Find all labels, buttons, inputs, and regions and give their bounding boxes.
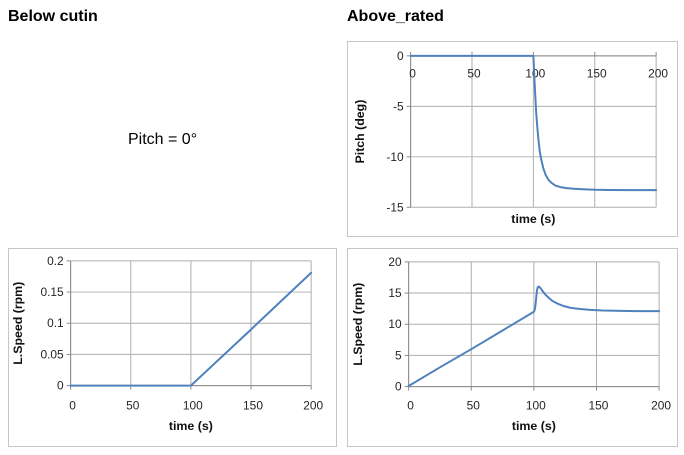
x-tick-label: 0: [409, 67, 416, 81]
x-tick-label: 100: [525, 67, 545, 81]
pitch-vs-time-chart: 0 -5 -10 -15 0 50 100 150 200 time (s) Pitch (deg): [353, 49, 669, 226]
y-tick-label: 0.2: [47, 254, 64, 268]
y-tick-label: 5: [395, 348, 402, 362]
x-axis-title: time (s): [512, 419, 556, 433]
x-tick-label: 150: [587, 67, 607, 81]
chart-panel-pitch-above-rated: 0 -5 -10 -15 0 50 100 150 200 time (s) Pitch (deg): [347, 41, 678, 237]
x-tick-label: 150: [243, 398, 263, 412]
section-title-below-cutin: Below cutin: [8, 8, 98, 25]
y-tick-label: 0.05: [40, 347, 64, 361]
x-tick-label: 50: [126, 398, 140, 412]
y-axis-title: L.Speed (rpm): [351, 283, 365, 366]
x-tick-label: 200: [651, 398, 671, 412]
y-axis-title: Pitch (deg): [353, 100, 367, 164]
x-tick-label: 100: [526, 398, 546, 412]
section-title-above-rated: Above_rated: [347, 8, 444, 25]
y-tick-label: -15: [386, 200, 404, 214]
pitch-zero-note: Pitch = 0°: [128, 131, 198, 148]
x-tick-label: 50: [467, 398, 481, 412]
y-tick-label: 0: [397, 49, 404, 63]
y-tick-label: 10: [388, 317, 402, 331]
lspeed-vs-time-chart-below: 0.2 0.15 0.1 0.05 00 50 100 150 200 time (s) L.Spe…: [11, 254, 324, 433]
x-axis-title: time (s): [511, 212, 555, 226]
x-axis-title: time (s): [169, 419, 213, 433]
x-tick-label: 50: [467, 67, 481, 81]
y-tick-label: 0: [395, 380, 402, 394]
chart-panel-speed-below-cutin: 0.2 0.15 0.1 0.05 0 0 50 100 150 200 time (s) L.Spe…: [8, 248, 337, 447]
x-tick-label: 0: [69, 398, 76, 412]
series-line-l.speed: [407, 285, 661, 387]
chart-panel-speed-above-rated: 20 15 10 5 0 0 50 100 150 200 time (s) L.Speed (rpm…: [347, 248, 678, 447]
series-line-l.speed: [69, 271, 313, 387]
y-tick-label: 20: [388, 255, 402, 269]
y-axis-title: L.Speed (rpm): [11, 282, 25, 365]
x-tick-label: 200: [303, 398, 323, 412]
x-tick-label: 150: [589, 398, 609, 412]
series-line-pitch: [409, 54, 658, 192]
y-tick-label: 0: [57, 379, 64, 393]
x-tick-label: 100: [183, 398, 203, 412]
y-tick-label: 15: [388, 286, 402, 300]
y-tick-label: -10: [386, 150, 404, 164]
x-tick-label: 200: [648, 67, 668, 81]
x-tick-label: 0: [407, 398, 414, 412]
y-tick-label: 0.1: [47, 316, 64, 330]
y-tick-label: 0.15: [40, 285, 64, 299]
y-tick-label: -5: [393, 99, 404, 113]
